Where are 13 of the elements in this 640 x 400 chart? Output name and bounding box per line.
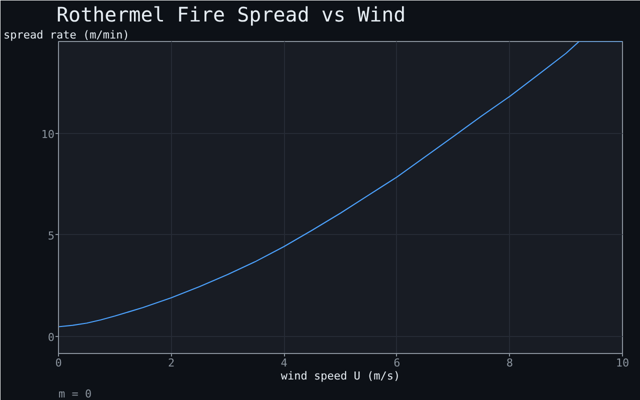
text: m = 0 [58,388,92,400]
x-tick-label: 8 [506,356,514,370]
x-tick-label: 10 [616,356,630,370]
chart-title: Rothermel Fire Spread vs Wind [56,2,406,26]
y-tick-label: 5 [48,229,54,242]
y-axis-title: spread rate (m/min) [4,28,130,42]
x-tick-label: 4 [280,356,288,370]
x-tick-label: 2 [168,356,175,370]
x-axis-title: wind speed U (m/s) [280,370,400,382]
y-tick-label: 10 [41,128,55,142]
x-tick-label: 6 [394,356,400,370]
y-tick-label: 0 [48,330,54,344]
line-series [58,42,622,328]
